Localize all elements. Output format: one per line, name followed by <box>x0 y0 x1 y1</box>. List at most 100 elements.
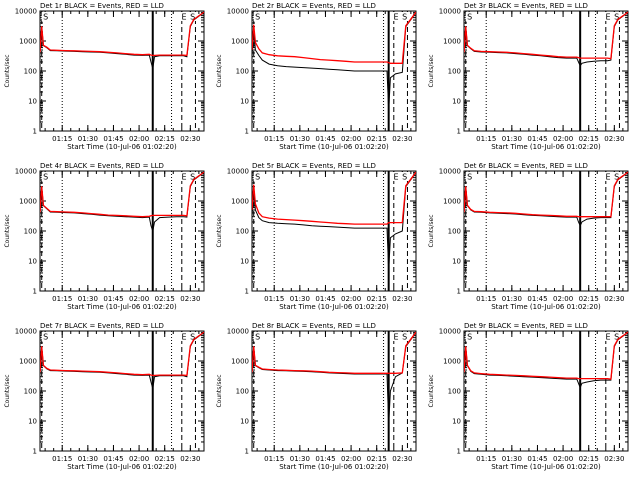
y-tick-label: 100 <box>448 228 461 236</box>
x-tick-label: 02:15 <box>579 455 599 463</box>
marker-label-bg <box>400 12 409 21</box>
plot-title: Det 5r BLACK = Events, RED = LLD <box>252 162 376 170</box>
y-axis-label: Counts/sec <box>428 54 435 87</box>
y-tick-label: 100 <box>24 68 37 76</box>
y-tick-label: 10000 <box>227 8 249 16</box>
x-axis-label: Start Time (10-Jul-06 01:02:20) <box>279 303 389 311</box>
series-line-lld <box>40 331 204 377</box>
marker-label-bg <box>465 172 474 181</box>
x-tick-label: 02:15 <box>579 295 599 303</box>
panel-det-4: 1 10 100 1000 10000 01:15 01:30 01:45 02:00 02:15… <box>4 162 205 311</box>
series-line-lld <box>464 331 628 380</box>
marker-label: S <box>255 13 260 22</box>
y-tick-label: 10 <box>452 258 461 266</box>
series-line-events <box>464 171 628 227</box>
x-tick-label: 01:30 <box>290 295 310 303</box>
y-tick-label: 1000 <box>231 358 249 366</box>
panel-det-9: 1 10 100 1000 10000 01:15 01:30 01:45 02:00 02:15… <box>428 322 629 471</box>
marker-label-bg <box>612 12 621 21</box>
y-tick-label: 100 <box>448 68 461 76</box>
y-tick-label: 1000 <box>19 38 37 46</box>
marker-label: E <box>182 173 187 182</box>
x-tick-label: 02:15 <box>155 135 175 143</box>
series-line-events <box>40 11 204 69</box>
y-tick-label: 100 <box>24 228 37 236</box>
x-axis-label: Start Time (10-Jul-06 01:02:20) <box>67 463 177 471</box>
marker-lines <box>465 171 620 291</box>
x-tick-label: 02:00 <box>553 295 573 303</box>
marker-label: E <box>606 333 611 342</box>
marker-label: S <box>467 333 472 342</box>
y-tick-label: 1 <box>457 128 461 136</box>
y-axis-label: Counts/sec <box>428 374 435 407</box>
marker-label: E <box>394 173 399 182</box>
series-group <box>40 11 204 69</box>
y-tick-label: 1 <box>245 128 249 136</box>
x-tick-label: 02:00 <box>129 455 149 463</box>
x-axis-label: Start Time (10-Jul-06 01:02:20) <box>491 143 601 151</box>
marker-label: E <box>394 13 399 22</box>
x-tick-label: 01:45 <box>527 295 547 303</box>
marker-label: E <box>394 333 399 342</box>
y-axis-label: Counts/sec <box>428 214 435 247</box>
y-tick-label: 1 <box>457 448 461 456</box>
y-tick-label: 100 <box>236 388 249 396</box>
y-tick-label: 100 <box>236 68 249 76</box>
series-line-lld <box>40 171 204 218</box>
marker-label-bg <box>188 332 197 341</box>
plot-frame <box>463 170 629 292</box>
series-line-events <box>252 12 416 111</box>
marker-label-bg <box>604 332 613 341</box>
x-tick-label: 01:45 <box>315 135 335 143</box>
x-tick-label: 02:30 <box>180 295 200 303</box>
series-line-lld <box>252 11 416 64</box>
plot-title: Det 3r BLACK = Events, RED = LLD <box>464 2 588 10</box>
y-tick-label: 10000 <box>439 8 461 16</box>
marker-label-bg <box>188 12 197 21</box>
marker-lines <box>465 11 620 131</box>
series-line-events <box>40 331 204 389</box>
plot-frame <box>251 170 417 292</box>
series-line-lld <box>464 11 628 60</box>
marker-label: S <box>402 13 407 22</box>
y-tick-label: 100 <box>24 388 37 396</box>
x-tick-label: 01:30 <box>502 295 522 303</box>
marker-label-bg <box>41 172 50 181</box>
x-tick-label: 01:15 <box>264 295 284 303</box>
x-tick-label: 01:15 <box>264 135 284 143</box>
x-tick-label: 01:30 <box>502 135 522 143</box>
y-axis-label: Counts/sec <box>216 374 223 407</box>
x-tick-label: 02:00 <box>341 455 361 463</box>
marker-label: S <box>467 13 472 22</box>
x-tick-label: 01:15 <box>52 455 72 463</box>
marker-label-bg <box>604 172 613 181</box>
marker-label-bg <box>180 172 189 181</box>
marker-label-bg <box>180 332 189 341</box>
y-tick-label: 1000 <box>19 198 37 206</box>
x-tick-label: 01:45 <box>315 295 335 303</box>
marker-label-bg <box>180 12 189 21</box>
series-group <box>252 11 416 111</box>
plot-frame <box>463 10 629 132</box>
plot-frame <box>463 330 629 452</box>
series-line-events <box>40 171 204 233</box>
y-tick-label: 10000 <box>439 328 461 336</box>
x-axis-label: Start Time (10-Jul-06 01:02:20) <box>67 303 177 311</box>
marker-label: S <box>255 333 260 342</box>
panel-det-7: 1 10 100 1000 10000 01:15 01:30 01:45 02:00 02:15… <box>4 322 205 471</box>
x-axis-label: Start Time (10-Jul-06 01:02:20) <box>279 143 389 151</box>
y-tick-label: 10 <box>452 418 461 426</box>
marker-label: E <box>182 333 187 342</box>
y-tick-label: 10 <box>240 258 249 266</box>
y-tick-label: 1000 <box>443 358 461 366</box>
series-line-events <box>252 332 416 424</box>
marker-label-bg <box>392 12 401 21</box>
x-tick-label: 02:30 <box>604 135 624 143</box>
y-tick-label: 1 <box>33 288 37 296</box>
x-tick-label: 01:15 <box>52 295 72 303</box>
marker-label-bg <box>253 332 262 341</box>
y-tick-label: 1000 <box>443 38 461 46</box>
x-tick-label: 02:15 <box>579 135 599 143</box>
x-tick-label: 01:30 <box>78 455 98 463</box>
